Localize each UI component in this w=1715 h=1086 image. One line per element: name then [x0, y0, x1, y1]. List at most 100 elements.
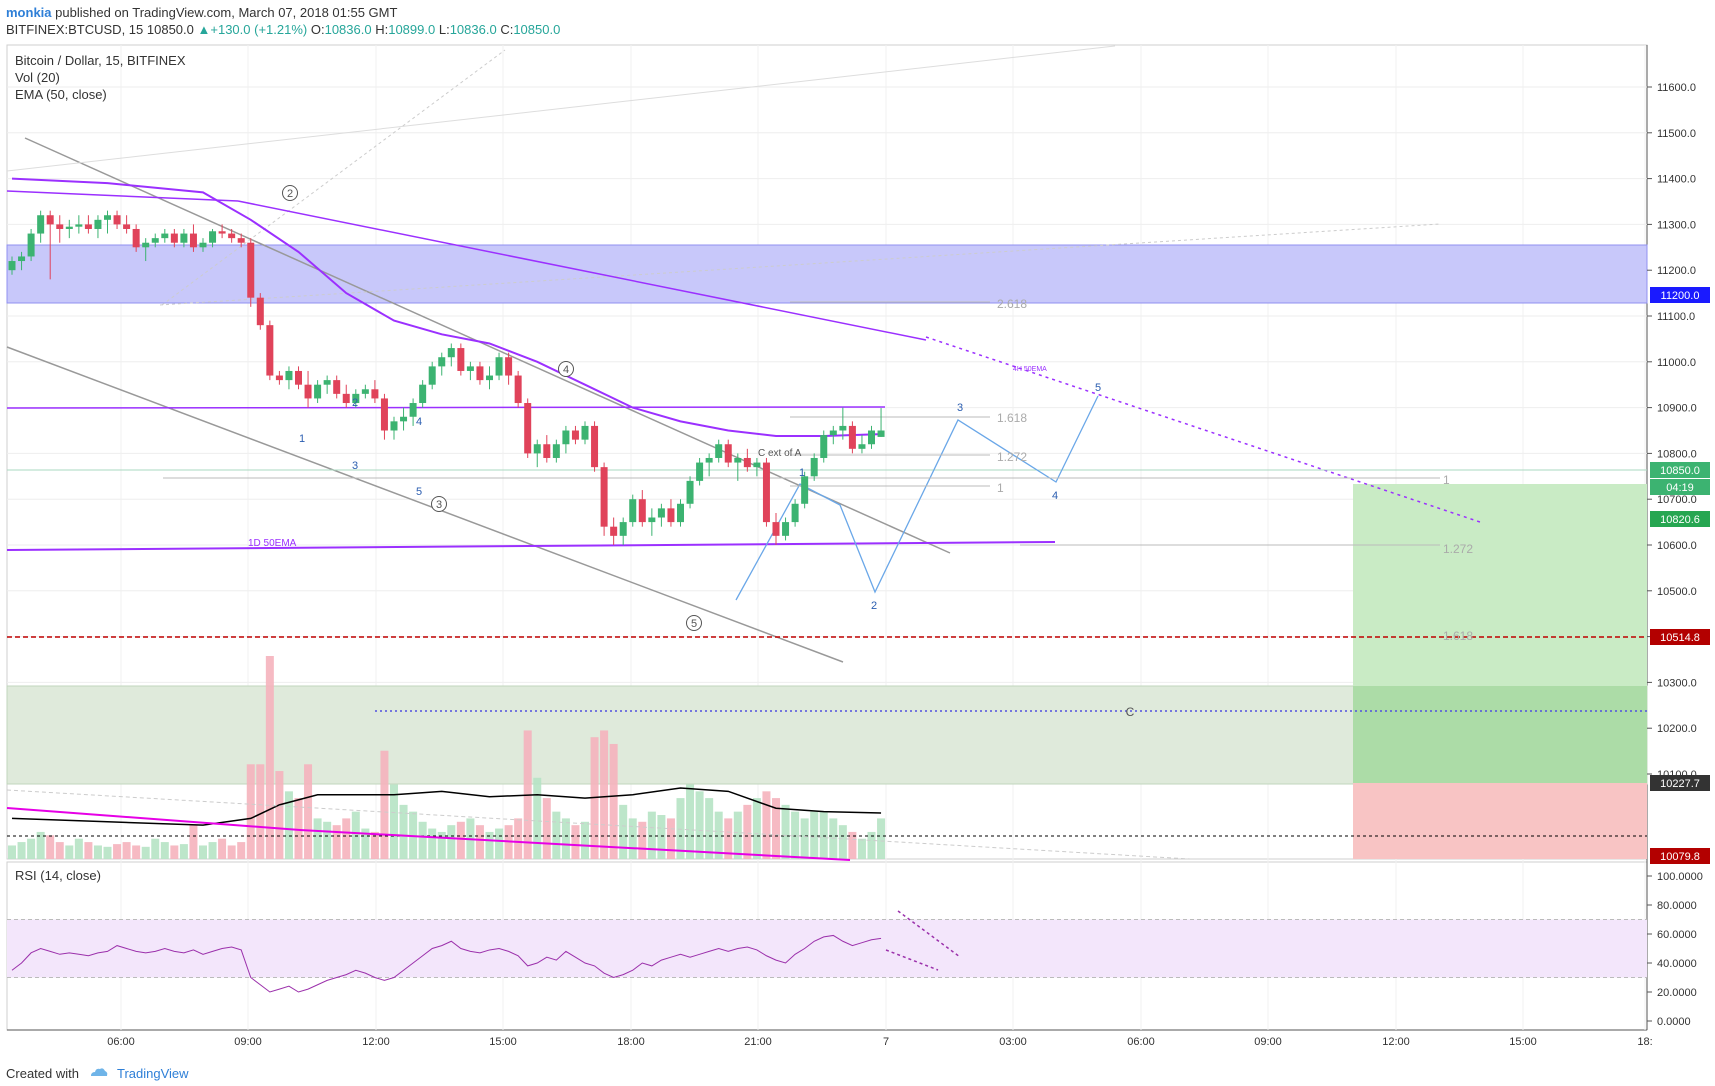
- candle-body: [27, 233, 35, 257]
- channel-upper-line: [24, 137, 951, 554]
- volume-bar: [103, 846, 112, 859]
- fib-label: 1.618: [1443, 629, 1473, 643]
- wave-circle: [431, 496, 447, 512]
- candle-body: [457, 348, 465, 371]
- volume-bar: [256, 764, 265, 859]
- candle-body: [848, 425, 856, 449]
- candle-body: [724, 444, 732, 463]
- volume-bar: [791, 811, 800, 859]
- time-tick-label: 18:: [1637, 1036, 1652, 1048]
- wave-label: 1: [799, 467, 805, 479]
- ema-50-line: [11, 177, 882, 437]
- candle-body: [228, 233, 236, 239]
- candle-body: [753, 462, 761, 468]
- candle-body: [877, 430, 885, 437]
- candle-body: [113, 215, 121, 225]
- volume-bar: [752, 798, 761, 859]
- price-tag-label: 10820.6: [1660, 514, 1700, 526]
- symbol-label: BITFINEX:BTCUSD, 15: [6, 22, 144, 37]
- volume-bar: [170, 845, 179, 859]
- candle-body: [495, 357, 503, 376]
- ema-4h-line: [6, 190, 927, 341]
- rsi-line: [11, 934, 882, 993]
- candle-body: [562, 430, 570, 445]
- price-change: +130.0 (+1.21%): [210, 22, 308, 37]
- ema-4h-label: 4H 50EMA: [1013, 366, 1047, 373]
- wave-circle: [686, 615, 702, 631]
- ema-magenta-line: [6, 807, 851, 861]
- price-tick-label: 10800.0: [1657, 448, 1697, 460]
- volume-bar: [227, 845, 236, 859]
- candle-body: [696, 462, 704, 481]
- candle-body: [552, 444, 560, 458]
- candle-body: [419, 384, 427, 404]
- volume-bar: [351, 811, 360, 859]
- candle-body: [275, 375, 283, 381]
- volume-bar: [199, 845, 207, 859]
- author-link[interactable]: monkia: [6, 5, 52, 20]
- volume-bar: [724, 818, 733, 859]
- volume-ma-line: [11, 787, 882, 826]
- volume-bar: [705, 798, 714, 859]
- price-tag-label: 04:19: [1666, 482, 1694, 494]
- candle-body: [686, 480, 694, 504]
- candle-body: [342, 393, 350, 404]
- volume-bar: [304, 764, 313, 859]
- volume-bar: [686, 784, 695, 859]
- candle-body: [333, 380, 341, 394]
- volume-bar: [122, 842, 131, 859]
- volume-bar: [370, 831, 379, 859]
- candle-body: [189, 233, 197, 248]
- c-ext-label: C ext of A: [758, 448, 802, 459]
- price-axis[interactable]: [1647, 45, 1715, 1030]
- candle-body: [37, 215, 45, 234]
- candle-body: [743, 457, 751, 468]
- candles: [8, 210, 885, 545]
- candle-body: [591, 425, 599, 468]
- candle-body: [361, 389, 369, 394]
- horizontal-ema-line: [6, 406, 886, 409]
- candle-body: [256, 297, 264, 326]
- price-tick-label: 10900.0: [1657, 403, 1697, 415]
- candle-body: [447, 348, 455, 358]
- time-tick-label: 7: [883, 1036, 889, 1048]
- volume-bar: [838, 825, 847, 859]
- candle-body: [600, 467, 608, 527]
- candle-body: [638, 499, 646, 523]
- volume-bar: [495, 828, 504, 859]
- volume-bar: [647, 811, 656, 859]
- price-chart[interactable]: 2.618 1.618 1.272 1 1 1.272 1.618 1 2 3 4 5 1 2 3 4 5 2 3 4…: [0, 40, 1715, 1060]
- candle-body: [810, 457, 818, 477]
- volume-bar: [275, 771, 284, 859]
- candle-body: [619, 522, 627, 536]
- candle-body: [514, 375, 522, 404]
- price-tick-label: 10500.0: [1657, 586, 1697, 598]
- volume-bar: [638, 821, 647, 859]
- candle-body: [858, 444, 866, 449]
- volume-bar: [743, 804, 752, 859]
- volume-bar: [65, 845, 74, 859]
- price-tag: [1650, 479, 1710, 495]
- time-tick-label: 09:00: [1254, 1036, 1282, 1048]
- volume-bar: [877, 818, 886, 859]
- volume-bar: [74, 838, 83, 859]
- high-value: 10899.0: [388, 22, 436, 37]
- volume-bar: [113, 844, 122, 859]
- candle-body: [180, 233, 188, 243]
- ohlc-line: BITFINEX:BTCUSD, 15 10850.0 ▲+130.0 (+1.…: [6, 22, 560, 37]
- volume-bar: [141, 846, 150, 859]
- candle-body: [199, 242, 207, 248]
- price-tick-label: 11400.0: [1657, 174, 1696, 186]
- price-tick-label: 11600.0: [1657, 82, 1696, 94]
- tradingview-brand[interactable]: TradingView: [117, 1066, 189, 1081]
- volume-bar: [265, 656, 274, 859]
- volume-bar: [867, 831, 876, 859]
- dotted-trend-line-3: [6, 789, 1191, 860]
- price-tick-label: 10600.0: [1657, 540, 1697, 552]
- high-label: H:: [375, 22, 389, 37]
- annotations: 2.618 1.618 1.272 1 1 1.272 1.618 1 2 3 4 5 1 2 3 4 5 2 3 4…: [248, 185, 1473, 719]
- volume-bar: [542, 798, 551, 859]
- created-with-text: Created with: [6, 1066, 79, 1081]
- legend-ema: EMA (50, close): [15, 87, 107, 102]
- wave-circle-label: 5: [691, 618, 697, 630]
